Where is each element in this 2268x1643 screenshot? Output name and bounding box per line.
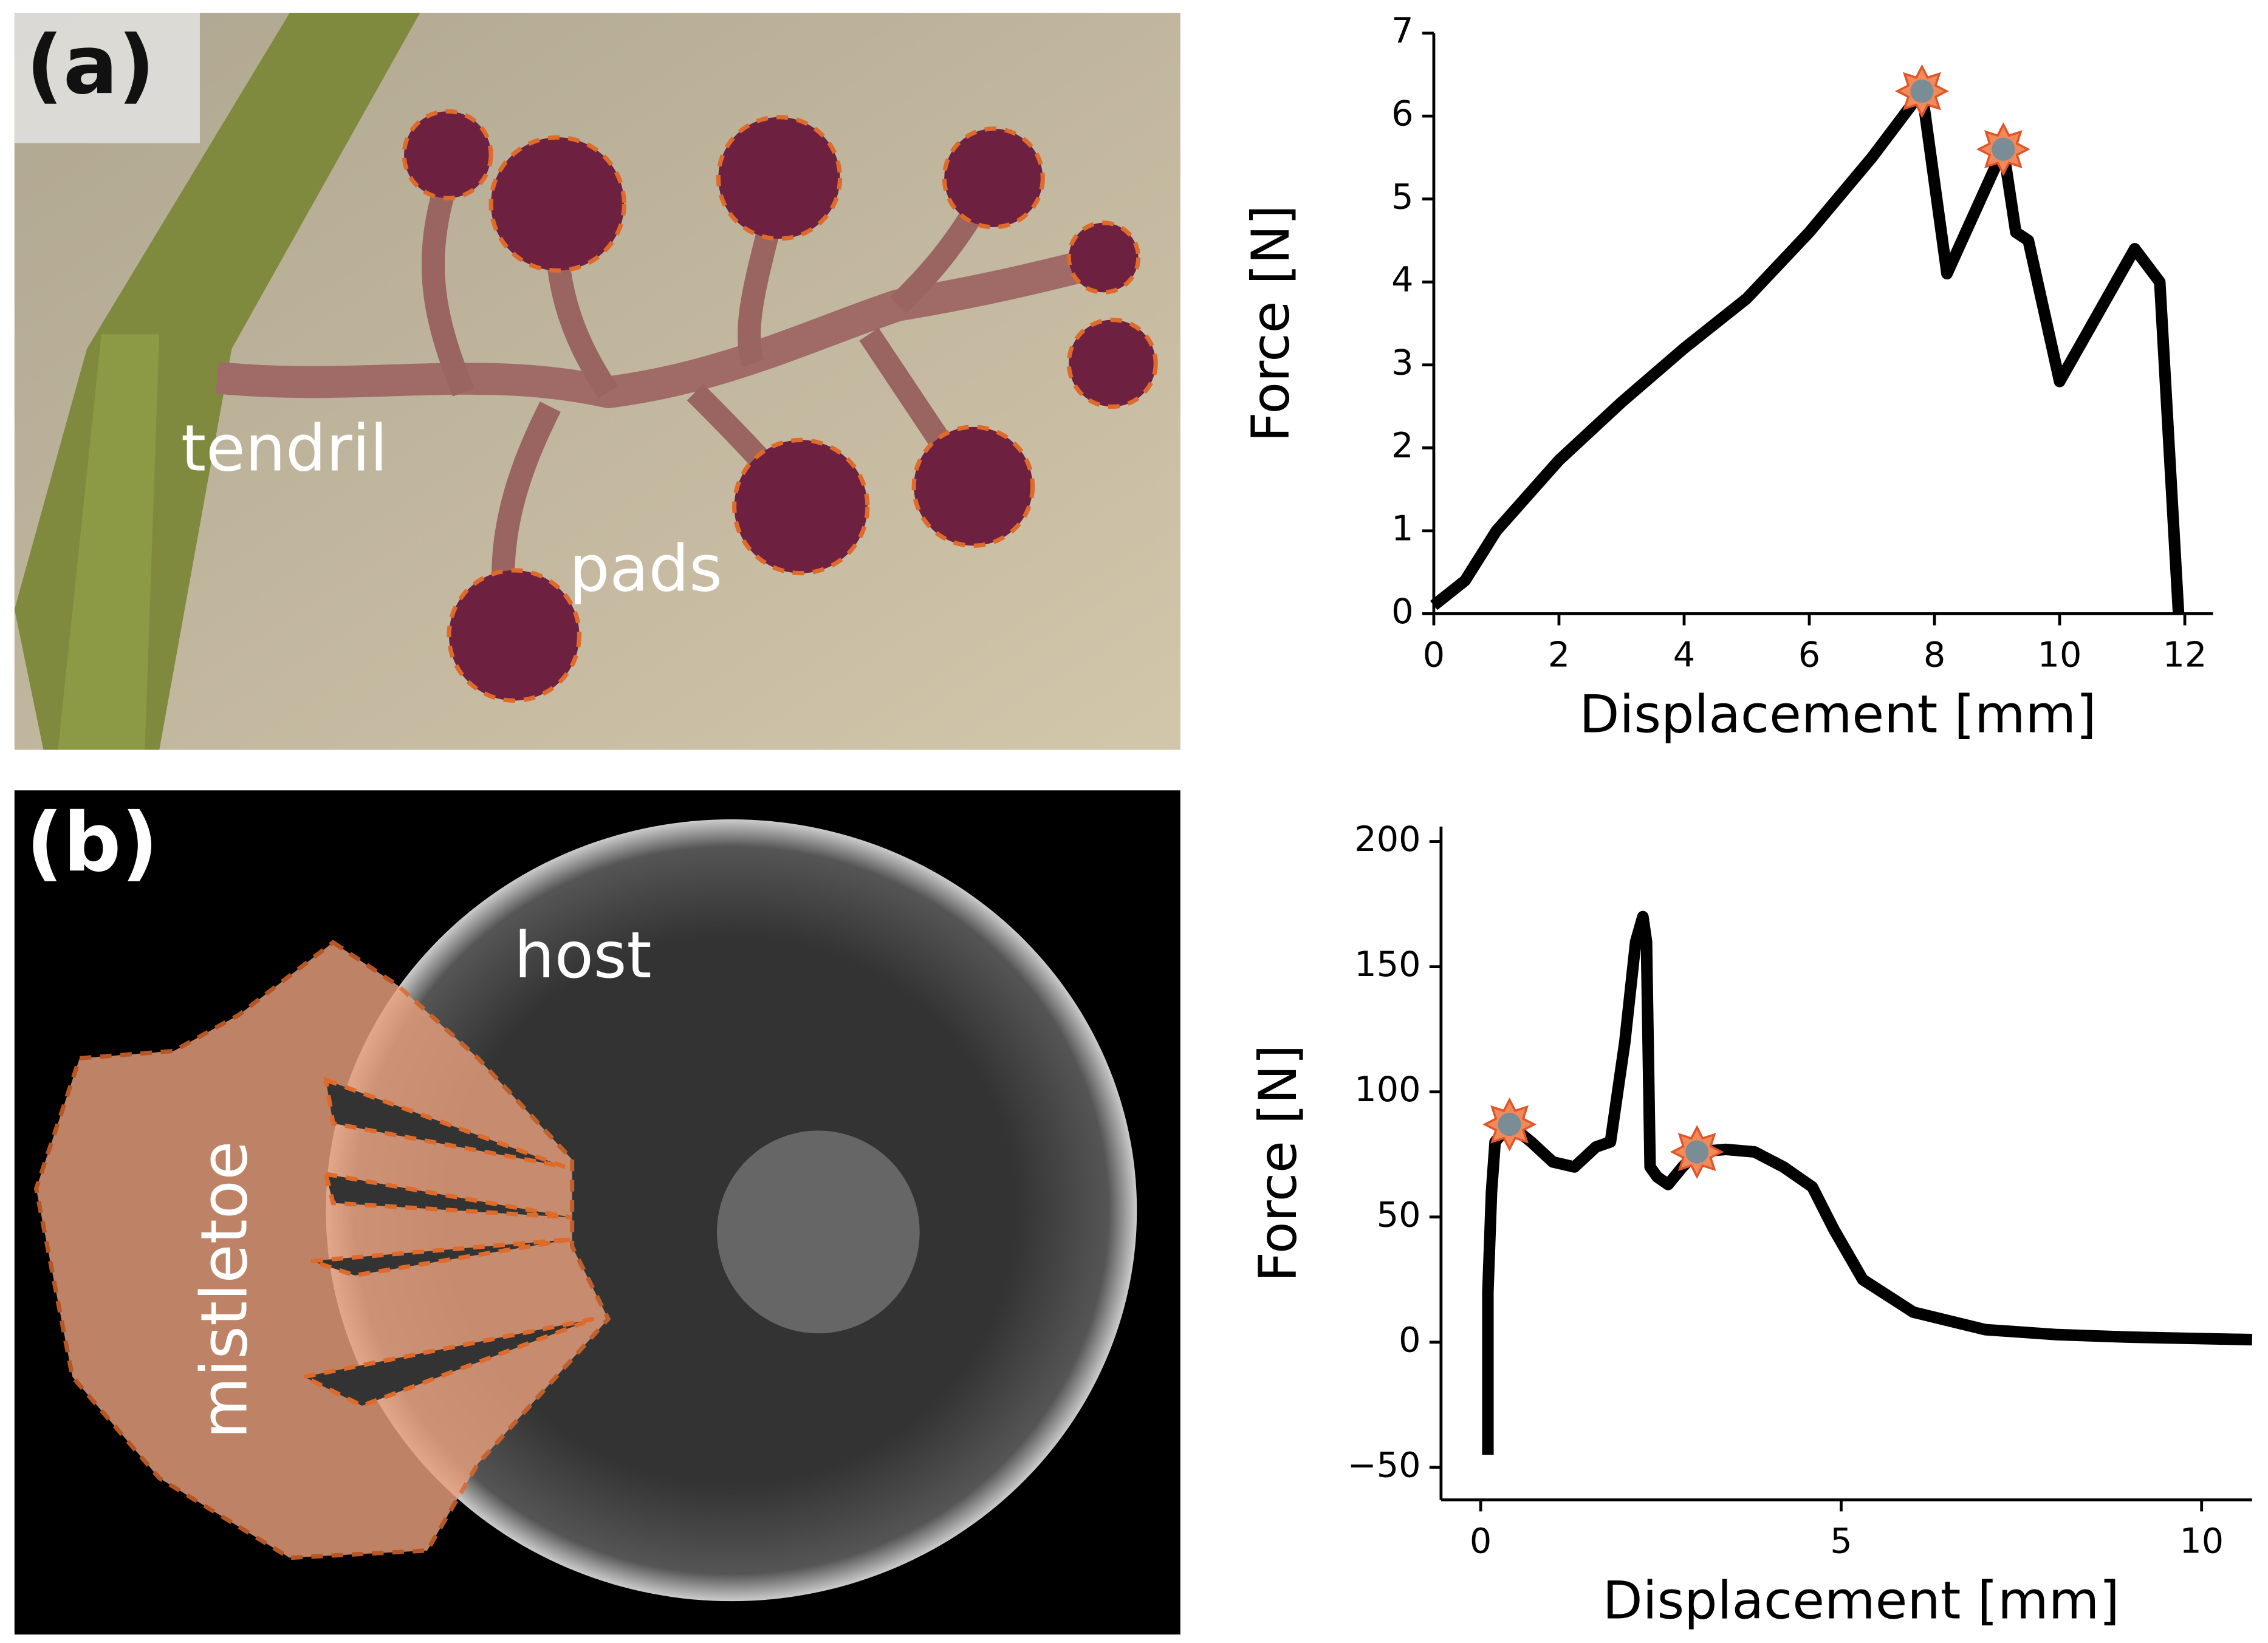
y-tick-label: −50 (1348, 1445, 1421, 1485)
y-tick-label: 50 (1377, 1195, 1421, 1235)
panel-label: (b) (26, 796, 159, 890)
annotation: mistletoe (187, 1141, 261, 1439)
y-tick-label: 0 (1399, 1320, 1420, 1360)
peak-marker-core (1498, 1113, 1521, 1136)
photo-a: (a) tendril pads (14, 13, 1180, 750)
x-tick-label: 2 (1548, 635, 1570, 675)
photo-b: (b) host mistletoe (14, 790, 1180, 1634)
y-tick-label: 0 (1391, 592, 1413, 632)
x-tick-label: 10 (2038, 635, 2082, 675)
x-tick-label: 5 (1830, 1521, 1852, 1561)
x-tick-label: 12 (2163, 635, 2207, 675)
y-tick-label: 1 (1391, 508, 1413, 548)
annotation: host (514, 918, 651, 992)
y-tick-label: 200 (1354, 819, 1420, 859)
annotation: tendril (181, 412, 388, 486)
x-tick-label: 10 (2179, 1521, 2224, 1561)
annotation: pads (569, 531, 722, 606)
peak-marker-core (1910, 80, 1934, 103)
data-line (1482, 910, 2252, 1455)
y-tick-label: 5 (1391, 177, 1413, 217)
data-line (1430, 85, 2185, 614)
y-tick-label: 6 (1391, 94, 1413, 134)
y-axis-title: Force [N] (1241, 205, 1301, 442)
x-tick-label: 6 (1798, 635, 1820, 675)
x-tick-label: 4 (1673, 635, 1695, 675)
x-axis-title: Displacement [mm] (1603, 1570, 2120, 1631)
y-tick-label: 100 (1354, 1070, 1420, 1110)
y-tick-label: 150 (1354, 944, 1420, 985)
x-tick-label: 0 (1423, 635, 1445, 675)
x-tick-label: 8 (1924, 635, 1945, 675)
panel-label: (a) (26, 18, 155, 112)
x-tick-label: 0 (1470, 1521, 1492, 1561)
y-tick-label: 2 (1391, 426, 1413, 466)
y-tick-label: 7 (1391, 11, 1413, 51)
y-axis-title: Force [N] (1248, 1045, 1309, 1282)
y-tick-label: 3 (1391, 343, 1413, 383)
peak-marker-core (1992, 137, 2015, 161)
x-axis-title: Displacement [mm] (1579, 684, 2096, 745)
y-tick-label: 4 (1391, 260, 1413, 300)
peak-marker-core (1685, 1140, 1709, 1164)
